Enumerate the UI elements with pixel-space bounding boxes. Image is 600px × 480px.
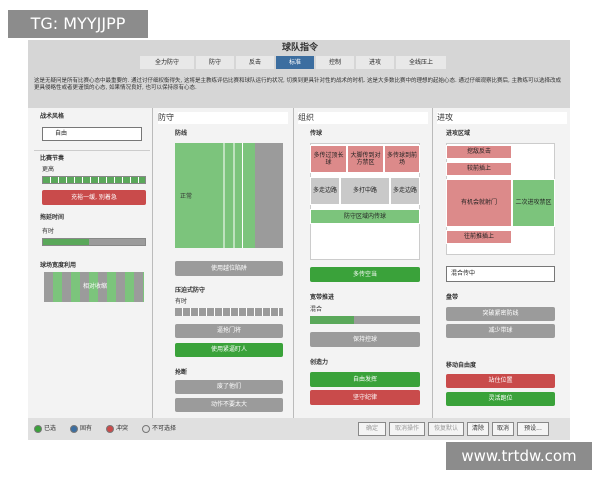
- column-title: 组织: [298, 112, 428, 124]
- button[interactable]: 取消操作: [389, 422, 425, 436]
- column-title: 进攻: [437, 112, 567, 124]
- button[interactable]: 坚守纪律: [310, 390, 420, 405]
- button[interactable]: 站住位置: [446, 374, 555, 388]
- button[interactable]: 保持控球: [310, 332, 420, 347]
- label: 战术风格: [40, 113, 65, 121]
- pass-option[interactable]: 多传过顶长球: [310, 145, 347, 173]
- pitch: [175, 143, 283, 248]
- zone-option[interactable]: 挖敌反击: [446, 145, 512, 159]
- button[interactable]: 充裕一缓, 别着急: [42, 190, 146, 205]
- divider: [152, 108, 153, 418]
- slider: [175, 308, 283, 316]
- description: 这是无疑问是所有比赛心态中最重要的. 通过讨仔细权衡得失, 这将是主教练评估比赛…: [34, 78, 561, 91]
- tab[interactable]: 防守: [196, 56, 234, 69]
- button[interactable]: 清除: [467, 422, 489, 436]
- dropdown[interactable]: 混合传中: [446, 266, 555, 282]
- button[interactable]: 突破紧密防线: [446, 307, 555, 321]
- label: 抢断: [175, 369, 188, 377]
- button[interactable]: 取消: [492, 422, 514, 436]
- button[interactable]: 恢复默认: [428, 422, 464, 436]
- divider: [34, 150, 150, 151]
- legend-dot: [34, 425, 42, 433]
- button[interactable]: 动作不要太大: [175, 398, 283, 412]
- label: 防线: [175, 130, 188, 138]
- value: 有时: [175, 298, 188, 306]
- tab[interactable]: 标准: [276, 56, 314, 69]
- value: 更高: [42, 166, 55, 174]
- legend-dot: [106, 425, 114, 433]
- legend-label: 已选: [44, 425, 57, 433]
- label: 拖延时间: [40, 214, 65, 222]
- label: 比赛节奏: [40, 155, 65, 163]
- value: 有时: [42, 228, 55, 236]
- legend-dot: [70, 425, 78, 433]
- label: 移动自由度: [446, 362, 477, 370]
- legend-dot: [142, 425, 150, 433]
- label: 盘带: [446, 294, 459, 302]
- label: 宽带推进: [310, 294, 335, 302]
- watermark: www.trtdw.com: [446, 442, 592, 470]
- tab[interactable]: 进攻: [356, 56, 394, 69]
- tab[interactable]: 全力防守: [140, 56, 194, 69]
- pass-option[interactable]: 大脚传到对方禁区: [347, 145, 384, 173]
- legend-label: 冲突: [116, 425, 129, 433]
- legend-label: 固有: [80, 425, 93, 433]
- button[interactable]: 自由发挥: [310, 372, 420, 387]
- label: 压迫式防守: [175, 287, 206, 295]
- pass-option[interactable]: 多打中路: [340, 177, 390, 205]
- zone-option[interactable]: 往前推插上: [446, 230, 512, 244]
- button[interactable]: 多传空当: [310, 267, 420, 282]
- value: 正常: [180, 193, 193, 201]
- pass-option[interactable]: 多走边路: [310, 177, 340, 205]
- zone-option[interactable]: 二次进攻禁区: [512, 179, 555, 227]
- header-bar: [28, 40, 570, 108]
- value: 相对收缩: [82, 283, 107, 291]
- button[interactable]: 预设...: [517, 422, 549, 436]
- pass-option[interactable]: 多走边路: [390, 177, 420, 205]
- zone-option[interactable]: 有机会就射门: [446, 179, 512, 227]
- slider: [42, 176, 146, 184]
- label: 创造力: [310, 359, 329, 367]
- tab[interactable]: 全线压上: [396, 56, 446, 69]
- button[interactable]: 确定: [358, 422, 386, 436]
- button[interactable]: 使用越位陷阱: [175, 261, 283, 276]
- button[interactable]: 灵活跑位: [446, 392, 555, 406]
- slider: [42, 238, 146, 246]
- tab[interactable]: 反击: [236, 56, 274, 69]
- legend-label: 不可选择: [152, 425, 177, 433]
- column-title: 防守: [158, 112, 288, 124]
- title: 球队指令: [281, 42, 318, 53]
- pitch: [44, 272, 144, 302]
- divider: [293, 108, 294, 418]
- button[interactable]: 减少带球: [446, 324, 555, 338]
- slider: [310, 316, 420, 324]
- label: 传球: [310, 130, 323, 138]
- button[interactable]: 废了他们: [175, 380, 283, 394]
- button[interactable]: 使用紧逼盯人: [175, 343, 283, 357]
- dropdown[interactable]: 自由: [42, 127, 142, 141]
- watermark: TG: MYYJJPP: [8, 10, 148, 38]
- divider: [432, 108, 433, 418]
- label: 进攻区域: [446, 130, 471, 138]
- tab[interactable]: 控制: [316, 56, 354, 69]
- pass-option[interactable]: 多传球到前场: [384, 145, 420, 173]
- value: 混合: [310, 306, 323, 314]
- pass-option[interactable]: 防守区域内传球: [310, 209, 420, 224]
- button[interactable]: 逼抢门将: [175, 324, 283, 338]
- zone-option[interactable]: 较前插上: [446, 162, 512, 176]
- label: 球场宽度利用: [40, 262, 77, 270]
